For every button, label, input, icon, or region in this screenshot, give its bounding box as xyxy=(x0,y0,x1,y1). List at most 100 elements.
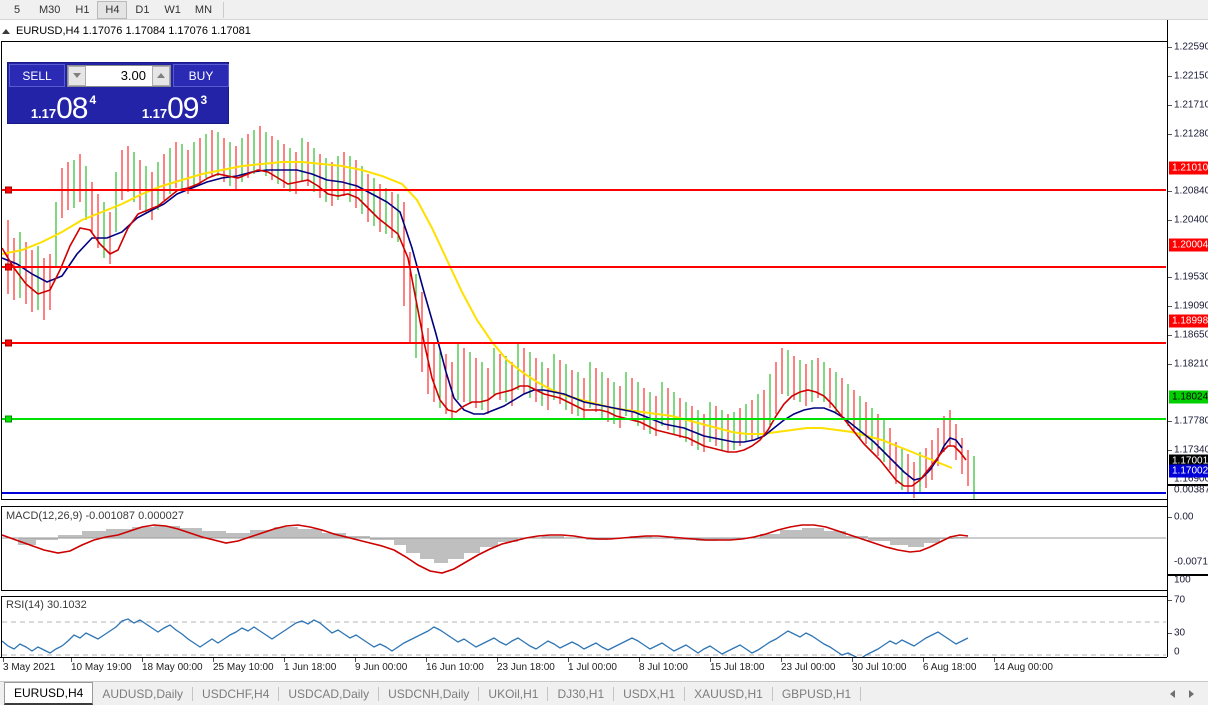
tab-divider xyxy=(478,686,480,701)
chart-tab-usdchf[interactable]: USDCHF,H4 xyxy=(202,686,270,701)
time-tick-label: 15 Jul 18:00 xyxy=(710,662,765,673)
tab-divider xyxy=(613,686,615,701)
macd-pane[interactable] xyxy=(2,507,1166,590)
price-tick-label: 1.20400 xyxy=(1174,214,1208,226)
sell-price-prefix: 1.17 xyxy=(30,106,57,121)
level-handle-4[interactable] xyxy=(5,415,12,423)
level-line-1.20004[interactable] xyxy=(2,266,1166,268)
chart-tab-gbpusd[interactable]: GBPUSD,H1 xyxy=(781,686,852,701)
one-click-trading-panel[interactable]: SELL 3.00 BUY 1.17 08 4 1.17 09 3 xyxy=(7,62,229,124)
tab-divider xyxy=(192,686,194,701)
rsi-scale-label: 0 xyxy=(1174,646,1180,658)
price-tag-1.18998[interactable]: 1.18998 xyxy=(1169,314,1208,328)
sell-button[interactable]: SELL xyxy=(9,64,65,87)
candlestick-chart xyxy=(2,126,975,499)
price-scale-axis[interactable]: 1.22590 1.22150 1.21710 1.21280 1.20840 … xyxy=(1167,20,1208,658)
timeframe-h4[interactable]: H4 xyxy=(97,0,128,19)
time-axis[interactable]: 3 May 2021 10 May 19:00 18 May 00:00 25 … xyxy=(0,657,1167,679)
rsi-scale-label: 100 xyxy=(1174,574,1191,586)
price-tick-label: 1.18650 xyxy=(1174,329,1208,341)
time-tick-label: 23 Jun 18:00 xyxy=(497,662,555,673)
sell-price-main: 08 xyxy=(56,92,88,125)
price-tag-1.21010[interactable]: 1.21010 xyxy=(1169,161,1208,175)
time-tick-label: 14 Aug 00:00 xyxy=(994,662,1053,673)
chart-tab-usdcad[interactable]: USDCAD,Daily xyxy=(288,686,370,701)
chart-tab-dj30[interactable]: DJ30,H1 xyxy=(557,686,605,701)
scale-divider-2 xyxy=(1168,485,1208,486)
chart-tab-bar: EURUSD,H4 AUDUSD,Daily USDCHF,H4 USDCAD,… xyxy=(0,681,1208,705)
level-line-1.21010[interactable] xyxy=(2,189,1166,191)
price-tick-label: 1.17780 xyxy=(1174,415,1208,427)
level-line-1.17002[interactable] xyxy=(2,492,1166,494)
time-tick-label: 23 Jul 00:00 xyxy=(781,662,836,673)
price-chart-pane[interactable] xyxy=(2,42,1166,499)
price-tick-label: 1.17340 xyxy=(1174,444,1208,456)
level-line-1.18998[interactable] xyxy=(2,342,1166,344)
timeframe-h1[interactable]: H1 xyxy=(75,3,90,16)
scale-divider-1 xyxy=(1168,484,1208,485)
buy-button[interactable]: BUY xyxy=(173,64,229,87)
rsi-chart xyxy=(2,618,1166,660)
timeframe-d1[interactable]: D1 xyxy=(135,3,150,16)
level-handle-2[interactable] xyxy=(5,263,12,271)
price-tag-current-price[interactable]: 1.17002 xyxy=(1169,464,1208,478)
rsi-scale-label: 70 xyxy=(1174,594,1186,606)
price-tag-1.18024[interactable]: 1.18024 xyxy=(1169,390,1208,404)
scale-divider-3 xyxy=(1168,574,1208,575)
scroll-left-icon[interactable] xyxy=(1170,689,1175,698)
time-tick-label: 1 Jul 00:00 xyxy=(568,662,617,673)
timeframe-m30[interactable]: M30 xyxy=(39,3,61,16)
tab-divider xyxy=(547,686,549,701)
tab-divider xyxy=(378,686,380,701)
tab-divider xyxy=(278,686,280,701)
timeframe-mn[interactable]: MN xyxy=(194,3,213,16)
level-handle-1[interactable] xyxy=(5,186,12,194)
buy-price-main: 09 xyxy=(167,92,199,125)
time-tick-label: 9 Jun 00:00 xyxy=(355,662,408,673)
price-tick-label: 1.18210 xyxy=(1174,358,1208,370)
chart-tab-audusd[interactable]: AUDUSD,Daily xyxy=(102,686,184,701)
chart-tab-eurusd[interactable]: EURUSD,H4 xyxy=(4,682,94,705)
time-tick-label: 16 Jun 10:00 xyxy=(426,662,484,673)
chevron-down-icon xyxy=(73,73,81,78)
time-tick-label: 6 Aug 18:00 xyxy=(923,662,977,673)
scroll-right-icon[interactable] xyxy=(1189,689,1194,698)
level-handle-3[interactable] xyxy=(5,339,12,347)
rsi-scale-label: 30 xyxy=(1174,627,1186,639)
time-tick-label: 10 May 19:00 xyxy=(71,662,132,673)
chart-tab-usdx[interactable]: USDX,H1 xyxy=(623,686,676,701)
macd-scale-label: 0.003873 xyxy=(1174,484,1208,496)
chart-window: EURUSD,H4 1.17076 1.17084 1.17076 1.1708… xyxy=(0,21,1208,680)
timeframe-w1[interactable]: W1 xyxy=(164,3,181,16)
timeframe-toolbar: 5 M30 H1 H4 D1 W1 MN xyxy=(0,0,1208,20)
buy-price-fraction: 3 xyxy=(200,93,208,107)
sell-price-quote[interactable]: 1.17 08 4 xyxy=(9,88,118,124)
time-tick-label: 18 May 00:00 xyxy=(142,662,203,673)
chart-tab-ukoil[interactable]: UKOil,H1 xyxy=(488,686,539,701)
macd-indicator-label: MACD(12,26,9) -0.001087 0.000027 xyxy=(6,510,184,522)
chart-restore-icon[interactable] xyxy=(2,28,10,34)
price-tag-1.20004[interactable]: 1.20004 xyxy=(1169,238,1208,252)
sell-price-fraction: 4 xyxy=(89,93,97,107)
time-tick-label: 25 May 10:00 xyxy=(213,662,274,673)
page-title: EURUSD,H4 1.17076 1.17084 1.17076 1.1708… xyxy=(16,25,251,37)
volume-decrement-button[interactable] xyxy=(68,65,86,86)
volume-stepper[interactable]: 3.00 xyxy=(67,64,171,87)
time-tick-label: 1 Jun 18:00 xyxy=(284,662,337,673)
volume-input[interactable]: 3.00 xyxy=(120,68,146,83)
timeframe-m5[interactable]: 5 xyxy=(13,3,21,16)
chart-tab-usdcnh[interactable]: USDCNH,Daily xyxy=(388,686,470,701)
tab-scroll-controls xyxy=(1170,689,1208,698)
level-line-1.18024[interactable] xyxy=(2,418,1166,420)
price-tick-label: 1.22590 xyxy=(1174,41,1208,53)
time-tick-label: 8 Jul 10:00 xyxy=(639,662,688,673)
buy-price-quote[interactable]: 1.17 09 3 xyxy=(120,88,229,124)
time-tick-label: 30 Jul 10:00 xyxy=(852,662,907,673)
price-tick-label: 1.19530 xyxy=(1174,271,1208,283)
volume-increment-button[interactable] xyxy=(152,65,170,86)
tab-divider xyxy=(771,686,773,701)
rsi-pane[interactable] xyxy=(2,597,1166,677)
chart-tab-xauusd[interactable]: XAUUSD,H1 xyxy=(694,686,763,701)
buy-price-prefix: 1.17 xyxy=(141,106,168,121)
price-tick-label: 1.21280 xyxy=(1174,128,1208,140)
